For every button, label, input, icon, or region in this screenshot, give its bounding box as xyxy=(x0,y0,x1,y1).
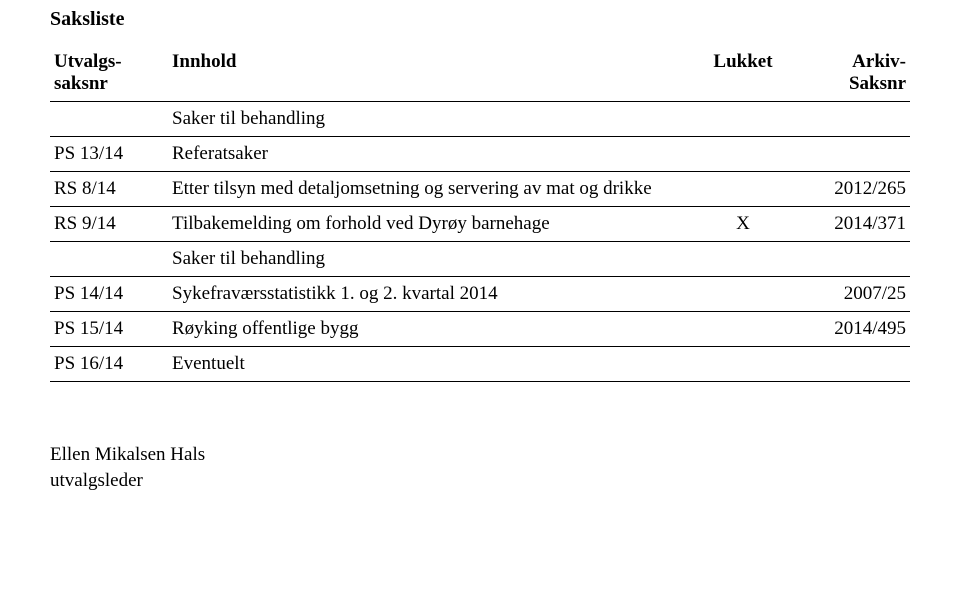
cell-ref: RS 8/14 xyxy=(50,172,168,207)
cell-arkiv xyxy=(792,347,910,382)
page-title: Saksliste xyxy=(50,8,910,31)
cell-closed xyxy=(694,242,792,277)
cell-ref: PS 16/14 xyxy=(50,347,168,382)
saksliste-table: Utvalgs- Innhold Lukket Arkiv- saksnr Sa… xyxy=(50,45,910,382)
cell-ref: PS 14/14 xyxy=(50,277,168,312)
cell-ref: PS 13/14 xyxy=(50,137,168,172)
signature-name: Ellen Mikalsen Hals xyxy=(50,442,910,468)
col-header-arkiv-line1: Arkiv- xyxy=(792,45,910,73)
table-row: PS 15/14 Røyking offentlige bygg 2014/49… xyxy=(50,312,910,347)
table-row: RS 8/14 Etter tilsyn med detaljomsetning… xyxy=(50,172,910,207)
cell-closed xyxy=(694,347,792,382)
cell-content: Røyking offentlige bygg xyxy=(168,312,694,347)
cell-content: Sykefraværsstatistikk 1. og 2. kvartal 2… xyxy=(168,277,694,312)
cell-closed xyxy=(694,102,792,137)
cell-arkiv xyxy=(792,137,910,172)
cell-arkiv xyxy=(792,102,910,137)
col-header-closed: Lukket xyxy=(694,45,792,73)
table-row: PS 13/14 Referatsaker xyxy=(50,137,910,172)
table-row: Saker til behandling xyxy=(50,102,910,137)
col-header-ref-line1: Utvalgs- xyxy=(50,45,168,73)
cell-content: Tilbakemelding om forhold ved Dyrøy barn… xyxy=(168,207,694,242)
table-row: PS 16/14 Eventuelt xyxy=(50,347,910,382)
cell-ref: PS 15/14 xyxy=(50,312,168,347)
col-header-content-blank xyxy=(168,73,694,102)
cell-ref xyxy=(50,242,168,277)
col-header-arkiv-line2: Saksnr xyxy=(792,73,910,102)
col-header-closed-blank xyxy=(694,73,792,102)
table-row: Saker til behandling xyxy=(50,242,910,277)
cell-content: Saker til behandling xyxy=(168,102,694,137)
cell-arkiv: 2014/495 xyxy=(792,312,910,347)
cell-closed: X xyxy=(694,207,792,242)
cell-closed xyxy=(694,137,792,172)
cell-content: Eventuelt xyxy=(168,347,694,382)
cell-ref: RS 9/14 xyxy=(50,207,168,242)
col-header-content: Innhold xyxy=(168,45,694,73)
cell-arkiv xyxy=(792,242,910,277)
cell-closed xyxy=(694,172,792,207)
cell-content: Referatsaker xyxy=(168,137,694,172)
cell-closed xyxy=(694,277,792,312)
cell-closed xyxy=(694,312,792,347)
signature-role: utvalgsleder xyxy=(50,468,910,494)
cell-ref xyxy=(50,102,168,137)
col-header-ref-line2: saksnr xyxy=(50,73,168,102)
cell-content: Saker til behandling xyxy=(168,242,694,277)
cell-arkiv: 2007/25 xyxy=(792,277,910,312)
cell-arkiv: 2012/265 xyxy=(792,172,910,207)
table-row: RS 9/14 Tilbakemelding om forhold ved Dy… xyxy=(50,207,910,242)
table-row: PS 14/14 Sykefraværsstatistikk 1. og 2. … xyxy=(50,277,910,312)
cell-content: Etter tilsyn med detaljomsetning og serv… xyxy=(168,172,694,207)
cell-arkiv: 2014/371 xyxy=(792,207,910,242)
signature-block: Ellen Mikalsen Hals utvalgsleder xyxy=(50,442,910,493)
